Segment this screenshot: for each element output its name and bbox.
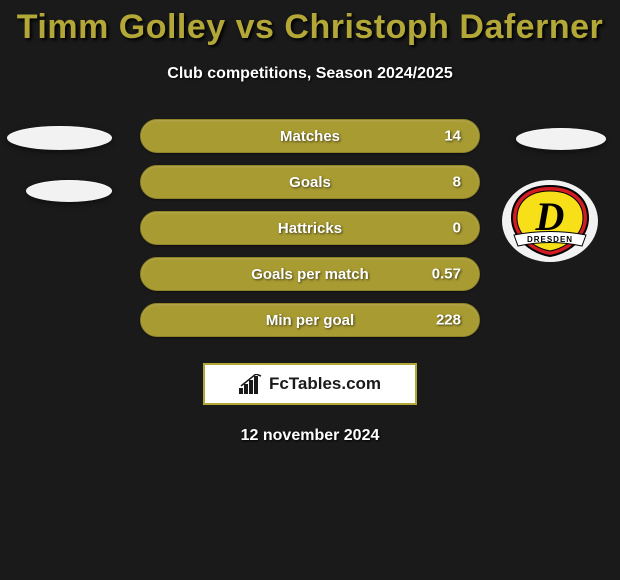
stat-value: 14 — [444, 128, 461, 145]
stat-label: Hattricks — [278, 220, 342, 237]
player-left-oval-1 — [7, 126, 112, 150]
player-left-oval-2 — [26, 180, 112, 202]
stat-label: Min per goal — [266, 312, 354, 329]
stat-value: 0 — [453, 220, 461, 237]
site-attribution-box: FcTables.com — [203, 363, 417, 405]
badge-ribbon-text: DRESDEN — [527, 235, 573, 244]
page-title: Timm Golley vs Christoph Daferner — [0, 0, 620, 47]
stat-value: 228 — [436, 312, 461, 329]
stat-value: 0.57 — [432, 266, 461, 283]
player-right-oval — [516, 128, 606, 150]
stat-row: Goals 8 — [140, 165, 480, 199]
stat-row: Min per goal 228 — [140, 303, 480, 337]
stat-row: Hattricks 0 — [140, 211, 480, 245]
stat-row: Goals per match 0.57 — [140, 257, 480, 291]
stat-label: Goals — [289, 174, 331, 191]
bars-icon — [239, 374, 263, 394]
page-subtitle: Club competitions, Season 2024/2025 — [0, 65, 620, 83]
club-badge-dresden: D DRESDEN — [500, 178, 600, 264]
stat-label: Matches — [280, 128, 340, 145]
page-date: 12 november 2024 — [0, 427, 620, 445]
site-attribution-label: FcTables.com — [269, 374, 381, 394]
stat-label: Goals per match — [251, 266, 369, 283]
stat-value: 8 — [453, 174, 461, 191]
stat-row: Matches 14 — [140, 119, 480, 153]
